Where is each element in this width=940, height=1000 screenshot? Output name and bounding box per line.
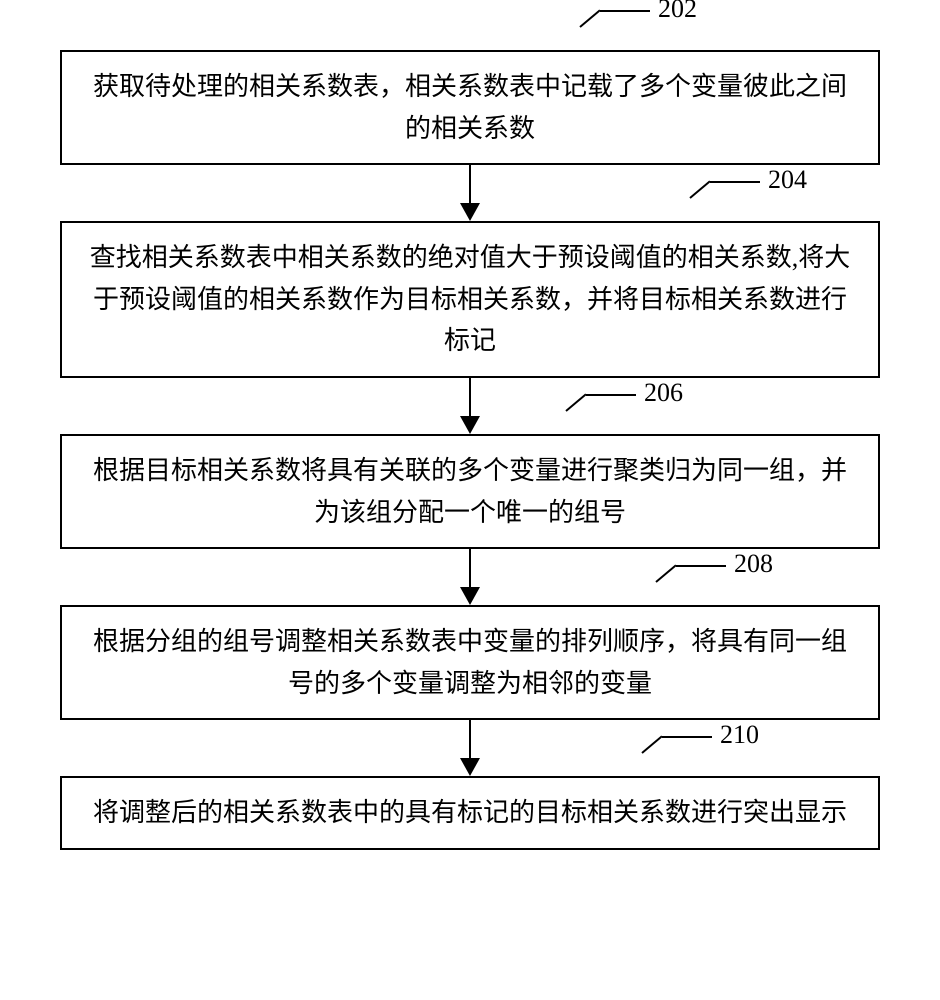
label-connector-horiz-2 <box>586 394 636 396</box>
step-wrapper-1: 204 查找相关系数表中相关系数的绝对值大于预设阈值的相关系数,将大于预设阈值的… <box>60 221 880 378</box>
step-text-2: 根据目标相关系数将具有关联的多个变量进行聚类归为同一组，并为该组分配一个唯一的组… <box>93 456 847 527</box>
arrow-head-2 <box>460 587 480 605</box>
step-wrapper-0: 202 获取待处理的相关系数表，相关系数表中记载了多个变量彼此之间的相关系数 <box>60 50 880 165</box>
step-label-3: 208 <box>734 549 773 579</box>
step-node-4: 将调整后的相关系数表中的具有标记的目标相关系数进行突出显示 <box>60 776 880 850</box>
step-text-3: 根据分组的组号调整相关系数表中变量的排列顺序，将具有同一组号的多个变量调整为相邻… <box>93 627 847 698</box>
step-label-1: 204 <box>768 165 807 195</box>
step-node-3: 根据分组的组号调整相关系数表中变量的排列顺序，将具有同一组号的多个变量调整为相邻… <box>60 605 880 720</box>
label-connector-horiz-3 <box>676 565 726 567</box>
step-label-0: 202 <box>658 0 697 24</box>
label-connector-horiz-4 <box>662 736 712 738</box>
arrow-line-3 <box>469 720 471 760</box>
label-connector-diag-0 <box>579 10 600 28</box>
step-text-4: 将调整后的相关系数表中的具有标记的目标相关系数进行突出显示 <box>93 798 847 827</box>
arrow-line-1 <box>469 378 471 418</box>
flowchart-container: 202 获取待处理的相关系数表，相关系数表中记载了多个变量彼此之间的相关系数 2… <box>60 50 880 850</box>
step-text-1: 查找相关系数表中相关系数的绝对值大于预设阈值的相关系数,将大于预设阈值的相关系数… <box>90 243 851 355</box>
label-connector-horiz-1 <box>710 181 760 183</box>
step-node-2: 根据目标相关系数将具有关联的多个变量进行聚类归为同一组，并为该组分配一个唯一的组… <box>60 434 880 549</box>
step-wrapper-3: 208 根据分组的组号调整相关系数表中变量的排列顺序，将具有同一组号的多个变量调… <box>60 605 880 720</box>
step-wrapper-2: 206 根据目标相关系数将具有关联的多个变量进行聚类归为同一组，并为该组分配一个… <box>60 434 880 549</box>
step-wrapper-4: 210 将调整后的相关系数表中的具有标记的目标相关系数进行突出显示 <box>60 776 880 850</box>
arrow-0 <box>60 165 880 221</box>
step-label-2: 206 <box>644 378 683 408</box>
arrow-head-1 <box>460 416 480 434</box>
step-label-4: 210 <box>720 720 759 750</box>
label-connector-horiz-0 <box>600 10 650 12</box>
arrow-line-0 <box>469 165 471 205</box>
arrow-1 <box>60 378 880 434</box>
step-text-0: 获取待处理的相关系数表，相关系数表中记载了多个变量彼此之间的相关系数 <box>93 72 847 143</box>
step-node-1: 查找相关系数表中相关系数的绝对值大于预设阈值的相关系数,将大于预设阈值的相关系数… <box>60 221 880 378</box>
arrow-head-0 <box>460 203 480 221</box>
arrow-line-2 <box>469 549 471 589</box>
arrow-head-3 <box>460 758 480 776</box>
step-node-0: 获取待处理的相关系数表，相关系数表中记载了多个变量彼此之间的相关系数 <box>60 50 880 165</box>
